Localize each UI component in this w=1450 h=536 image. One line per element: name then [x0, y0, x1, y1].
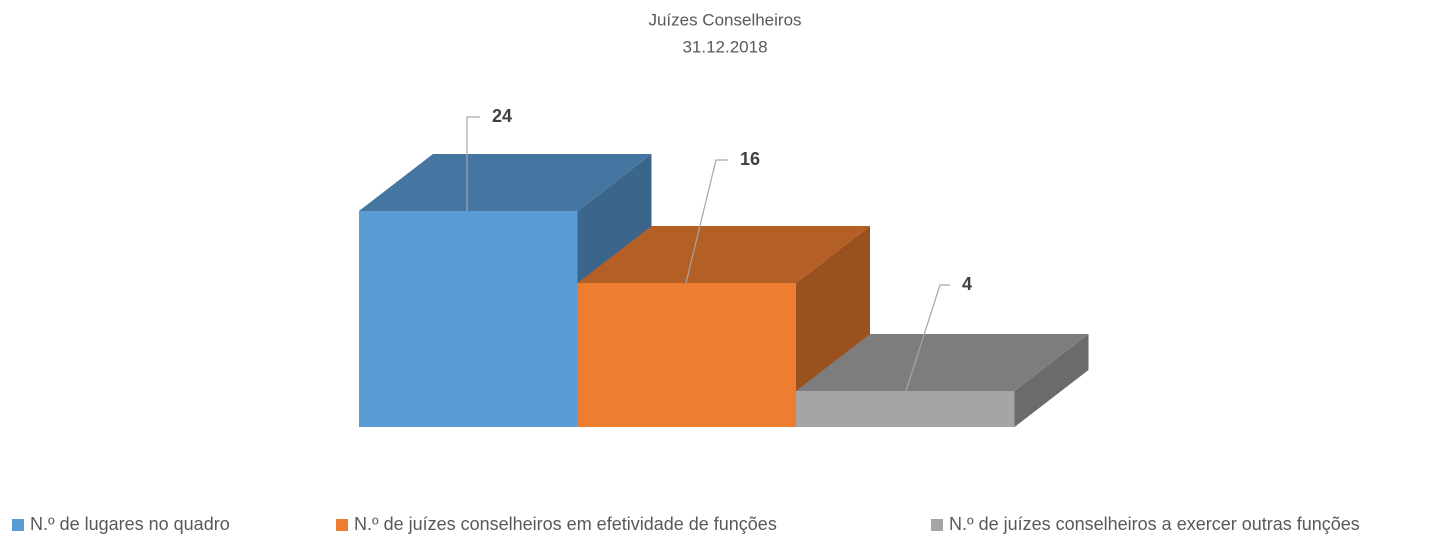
bar-top [796, 334, 1089, 391]
legend-label: N.º de lugares no quadro [30, 514, 230, 534]
chart-subtitle: 31.12.2018 [682, 37, 767, 56]
data-label: 4 [962, 274, 972, 294]
legend-label: N.º de juízes conselheiros a exercer out… [949, 514, 1360, 534]
bar [796, 391, 1015, 427]
leader-line [685, 159, 728, 284]
bar-top [577, 226, 870, 283]
data-label: 16 [740, 149, 760, 169]
bar-side [1014, 334, 1089, 427]
legend-label: N.º de juízes conselheiros em efetividad… [354, 514, 777, 534]
leader-line [905, 284, 950, 392]
legend-swatch [931, 519, 943, 531]
legend-swatch [336, 519, 348, 531]
legend-swatch [12, 519, 24, 531]
bar-top [359, 154, 652, 211]
bar [359, 211, 578, 427]
bar [577, 283, 796, 427]
chart-title: Juízes Conselheiros [648, 10, 801, 29]
leader-line [466, 116, 480, 211]
data-label: 24 [492, 106, 512, 126]
